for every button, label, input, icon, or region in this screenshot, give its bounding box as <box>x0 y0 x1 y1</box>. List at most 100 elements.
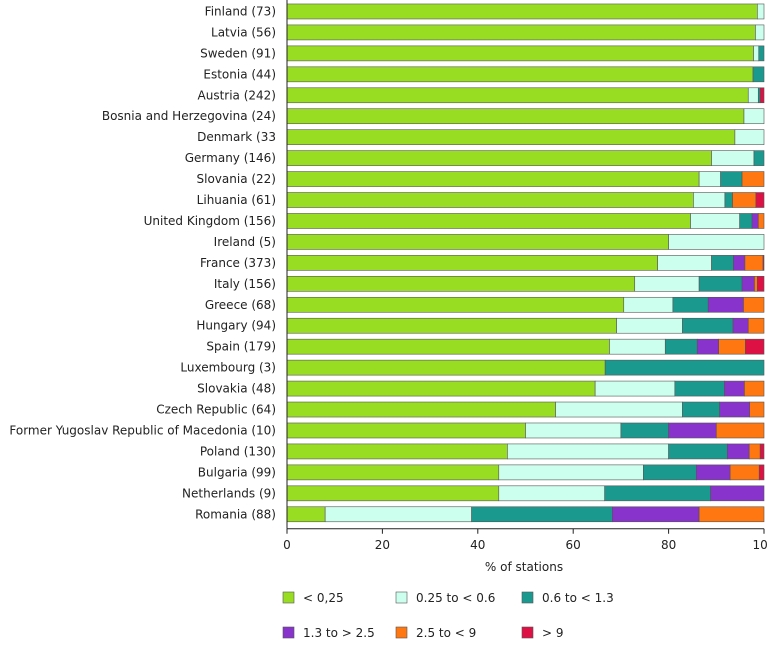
bar-segment-4-0 <box>286 87 749 104</box>
bar-segment-1-0 <box>286 24 756 41</box>
bar-segment-8-4 <box>741 171 765 187</box>
legend-label-5: > 9 <box>542 626 564 640</box>
bar-segment-18-1 <box>594 380 676 397</box>
bar-segment-1-1 <box>755 24 765 41</box>
bar-segment-6-0 <box>286 129 736 145</box>
bar-segment-12-5 <box>762 255 765 271</box>
bar-segment-24-1 <box>324 506 472 523</box>
bar-segment-12-1 <box>657 255 712 271</box>
bar-segment-11-0 <box>286 234 669 250</box>
bar-segment-5-1 <box>743 108 765 125</box>
bar-segment-24-2 <box>471 506 613 523</box>
bar-segment-2-2 <box>758 45 765 62</box>
bar-segment-2-0 <box>286 45 754 62</box>
x-axis-title: % of stations <box>485 560 563 574</box>
x-axis: 0 20 40 60 80 100 <box>283 0 768 552</box>
bar-segment-3-2 <box>752 66 765 83</box>
category-label: Slovania (22) <box>197 172 277 186</box>
category-label: Ireland (5) <box>214 235 276 249</box>
category-label: Poland (130) <box>200 444 276 458</box>
bar-segment-13-1 <box>634 276 700 292</box>
bar-segment-15-1 <box>616 317 683 334</box>
bar-segment-21-1 <box>507 443 669 460</box>
bar-segment-0-1 <box>757 3 765 20</box>
category-label: Latvia (56) <box>211 25 276 39</box>
bar-segment-19-4 <box>749 401 765 418</box>
legend: < 0,25 0.25 to < 0.6 0.6 to < 1.3 1.3 to > … <box>282 591 614 640</box>
bar-segment-4-5 <box>759 87 765 104</box>
bar-segment-22-5 <box>758 464 765 481</box>
legend-swatch-0 <box>282 591 295 604</box>
category-label: Hungary (94) <box>196 319 276 333</box>
bar-segment-22-0 <box>286 464 500 481</box>
bar-segment-19-1 <box>555 401 683 418</box>
bar-segment-16-1 <box>609 338 666 355</box>
category-label: Lihuania (61) <box>197 193 276 207</box>
category-label: Finland (73) <box>205 4 276 18</box>
bar-segment-24-3 <box>612 506 700 523</box>
bar-segment-24-4 <box>698 506 765 523</box>
bar-segment-8-0 <box>286 171 700 187</box>
category-label: Sweden (91) <box>200 46 276 60</box>
bar-segment-22-1 <box>498 464 644 481</box>
bar-segment-10-2 <box>739 213 753 229</box>
bar-segment-12-4 <box>744 255 764 271</box>
bar-segment-17-0 <box>286 359 606 376</box>
bar-segment-10-0 <box>286 213 691 229</box>
category-label: Greece (68) <box>205 298 276 312</box>
bar-segment-9-0 <box>286 192 694 208</box>
legend-label-2: 0.6 to < 1.3 <box>542 591 614 605</box>
bar-segment-23-1 <box>498 485 605 502</box>
bar-segment-0-0 <box>286 3 758 20</box>
bar-segment-10-4 <box>757 213 765 229</box>
bar-segment-15-3 <box>732 317 749 334</box>
bar-segment-20-4 <box>715 422 765 439</box>
legend-swatch-4 <box>395 626 408 639</box>
category-label: France (373) <box>200 256 276 270</box>
bar-segment-13-0 <box>286 276 636 292</box>
legend-label-0: < 0,25 <box>303 591 344 605</box>
bar-segment-14-0 <box>286 296 625 313</box>
category-label: Czech Republic (64) <box>156 403 276 417</box>
bar-segment-15-4 <box>747 317 765 334</box>
bar-segment-18-3 <box>724 380 745 397</box>
x-tick-label: 80 <box>661 538 676 552</box>
bar-segment-15-0 <box>286 317 617 334</box>
bar-segment-10-1 <box>690 213 740 229</box>
bar-segment-22-2 <box>643 464 697 481</box>
category-label: Austria (242) <box>198 88 276 102</box>
bar-segment-20-2 <box>620 422 669 439</box>
bar-segment-18-0 <box>286 380 596 397</box>
bar-segment-12-0 <box>286 255 658 271</box>
bar-segment-7-0 <box>286 150 712 166</box>
bar-segment-16-2 <box>664 338 698 355</box>
bars-layer <box>286 3 765 523</box>
bar-segment-21-5 <box>759 443 765 460</box>
x-tick-label: 100 <box>753 538 768 552</box>
bar-segment-13-3 <box>741 276 755 292</box>
bar-segment-5-0 <box>286 108 745 125</box>
bar-segment-24-0 <box>286 506 326 523</box>
bar-segment-17-2 <box>604 359 765 376</box>
category-label: Germany (146) <box>185 151 276 165</box>
bar-segment-23-2 <box>604 485 711 502</box>
bar-segment-14-1 <box>623 296 674 313</box>
legend-label-1: 0.25 to < 0.6 <box>416 591 495 605</box>
bar-segment-19-2 <box>682 401 720 418</box>
bar-segment-15-2 <box>682 317 734 334</box>
bar-segment-14-2 <box>672 296 709 313</box>
bar-segment-18-4 <box>744 380 765 397</box>
legend-label-3: 1.3 to > 2.5 <box>303 626 375 640</box>
bar-segment-8-2 <box>720 171 743 187</box>
bar-segment-9-1 <box>693 192 726 208</box>
bar-segment-19-3 <box>719 401 750 418</box>
bar-segment-18-2 <box>674 380 725 397</box>
bar-segment-12-3 <box>733 255 746 271</box>
bar-segment-21-0 <box>286 443 508 460</box>
bar-segment-14-3 <box>707 296 744 313</box>
bar-segment-20-1 <box>525 422 622 439</box>
bar-segment-22-3 <box>695 464 731 481</box>
category-label: Romania (88) <box>195 507 276 521</box>
bar-segment-9-5 <box>755 192 765 208</box>
